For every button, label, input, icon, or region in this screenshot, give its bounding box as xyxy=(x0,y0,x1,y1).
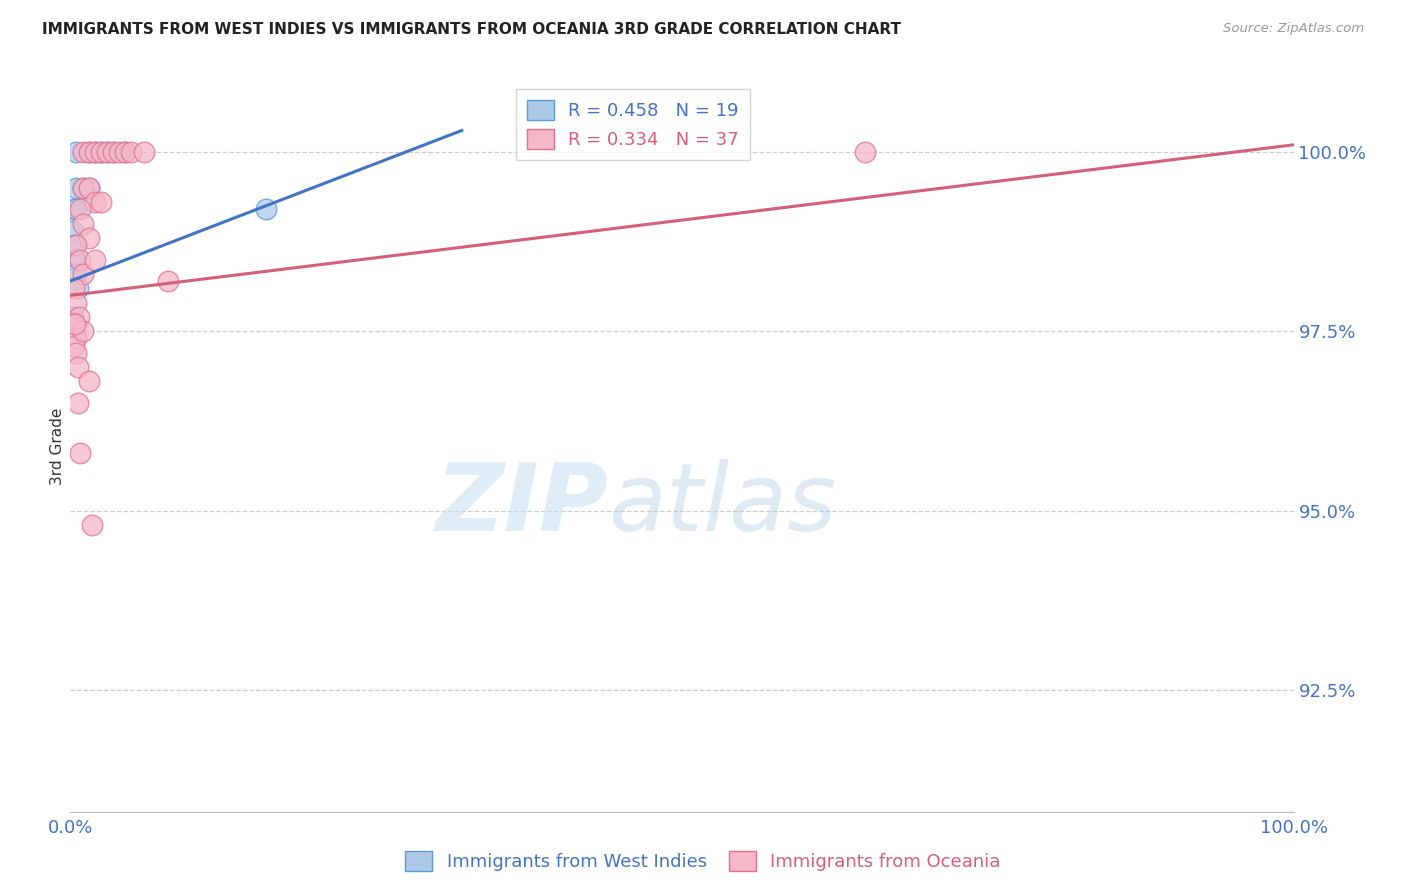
Point xyxy=(72,267,94,281)
Point xyxy=(62,224,84,238)
Point xyxy=(90,195,112,210)
Point xyxy=(66,396,89,410)
Legend: R = 0.458   N = 19, R = 0.334   N = 37: R = 0.458 N = 19, R = 0.334 N = 37 xyxy=(516,89,749,160)
Point xyxy=(157,274,180,288)
Point xyxy=(69,252,91,267)
Point xyxy=(72,181,94,195)
Point xyxy=(121,145,143,159)
Point xyxy=(63,252,86,267)
Y-axis label: 3rd Grade: 3rd Grade xyxy=(49,408,65,484)
Point xyxy=(108,145,131,159)
Point xyxy=(83,195,105,210)
Point xyxy=(65,145,87,159)
Point xyxy=(90,145,112,159)
Point xyxy=(96,145,118,159)
Point xyxy=(63,238,86,252)
Point xyxy=(72,324,94,338)
Point xyxy=(77,181,100,195)
Point xyxy=(82,517,104,532)
Point xyxy=(65,345,87,359)
Point xyxy=(69,202,91,217)
Point xyxy=(63,338,86,352)
Point xyxy=(83,145,105,159)
Point xyxy=(77,375,100,389)
Point xyxy=(132,145,155,159)
Point xyxy=(67,310,90,324)
Point xyxy=(77,145,100,159)
Point xyxy=(72,217,94,231)
Point xyxy=(65,181,87,195)
Point xyxy=(65,295,87,310)
Point xyxy=(114,145,136,159)
Point xyxy=(63,317,86,331)
Point xyxy=(96,145,118,159)
Point xyxy=(101,145,124,159)
Point xyxy=(83,252,105,267)
Legend: Immigrants from West Indies, Immigrants from Oceania: Immigrants from West Indies, Immigrants … xyxy=(398,844,1008,879)
Point xyxy=(69,446,91,460)
Point xyxy=(72,181,94,195)
Point xyxy=(90,145,112,159)
Text: ZIP: ZIP xyxy=(436,458,609,550)
Text: atlas: atlas xyxy=(609,459,837,550)
Point xyxy=(65,267,87,281)
Point xyxy=(65,238,87,252)
Point xyxy=(63,281,86,295)
Point xyxy=(63,202,86,217)
Point xyxy=(65,202,87,217)
Point xyxy=(72,145,94,159)
Point xyxy=(77,231,100,245)
Point xyxy=(254,202,277,217)
Point xyxy=(77,181,100,195)
Point xyxy=(62,310,84,324)
Text: Source: ZipAtlas.com: Source: ZipAtlas.com xyxy=(1223,22,1364,36)
Point xyxy=(114,145,136,159)
Point xyxy=(65,331,87,345)
Point xyxy=(66,281,89,295)
Text: IMMIGRANTS FROM WEST INDIES VS IMMIGRANTS FROM OCEANIA 3RD GRADE CORRELATION CHA: IMMIGRANTS FROM WEST INDIES VS IMMIGRANT… xyxy=(42,22,901,37)
Point xyxy=(77,145,100,159)
Point xyxy=(63,317,86,331)
Point xyxy=(66,360,89,375)
Point xyxy=(855,145,877,159)
Point xyxy=(83,145,105,159)
Point xyxy=(101,145,124,159)
